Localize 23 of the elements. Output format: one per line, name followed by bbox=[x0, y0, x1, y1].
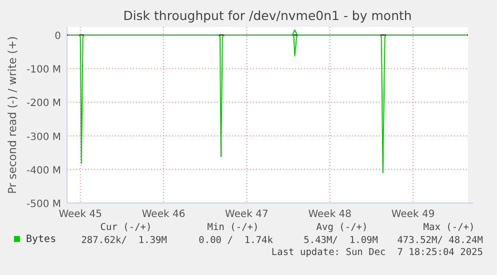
x-tick-label: Week 46 bbox=[142, 209, 186, 220]
text: 0.00 / 1.74k bbox=[198, 235, 274, 246]
x-tick-label: Week 48 bbox=[308, 209, 352, 220]
text: Min (-/+) bbox=[207, 222, 259, 233]
y-tick-label: 0 bbox=[54, 31, 61, 42]
x-tick-label: Week 47 bbox=[225, 209, 268, 220]
text: Max (-/+) bbox=[423, 222, 475, 233]
y-tick-label: -100 M bbox=[26, 64, 61, 76]
text: Cur (-/+) bbox=[100, 222, 152, 233]
y-tick-label: -300 M bbox=[26, 132, 61, 143]
text: Avg (-/+) bbox=[316, 222, 368, 233]
text: 5.43M/ 1.09M bbox=[304, 235, 378, 246]
x-tick-label: Week 45 bbox=[58, 209, 102, 220]
text: 287.62k/ 1.39M bbox=[81, 235, 168, 246]
text: Last update: Sun Dec 7 18:25:04 2025 bbox=[271, 247, 483, 258]
y-tick-label: -400 M bbox=[26, 165, 61, 176]
y-tick-label: -200 M bbox=[26, 98, 61, 110]
y-tick-label: -500 M bbox=[26, 199, 61, 210]
text: 473.52M/ 48.24M bbox=[397, 235, 484, 246]
legend-label: Bytes bbox=[26, 234, 56, 245]
x-tick-label: Week 49 bbox=[391, 209, 435, 220]
chart-title: Disk throughput for /dev/nvme0n1 - by month bbox=[123, 8, 412, 23]
y-axis-title: Pr second read (-) / write (+) bbox=[6, 36, 19, 194]
